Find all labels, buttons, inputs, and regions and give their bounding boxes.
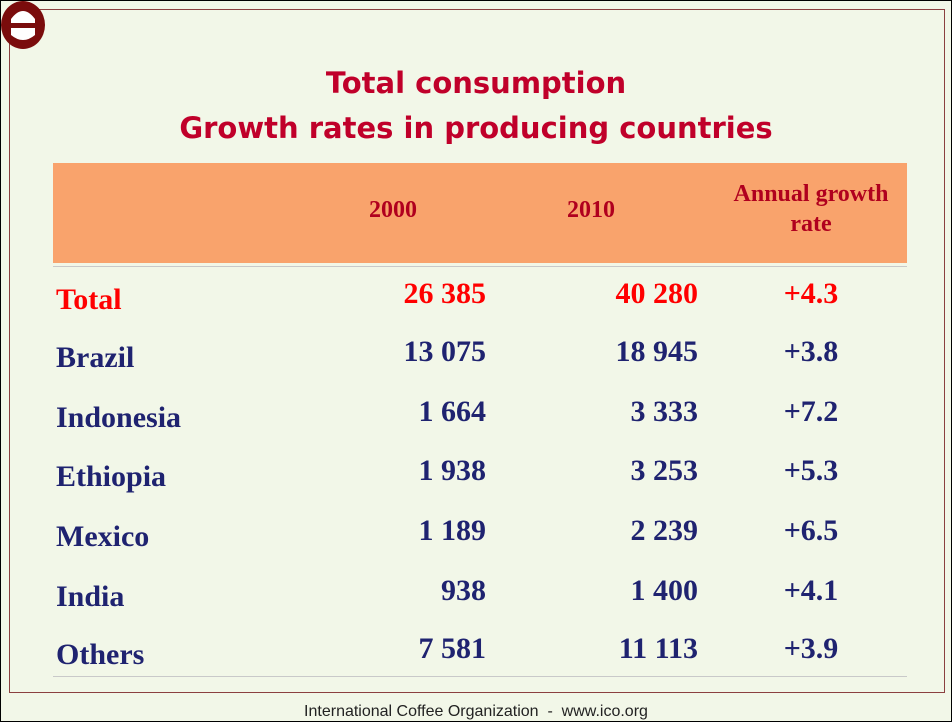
table-cell: +4.3 (783, 277, 839, 310)
table-header: 2000 2010 Annual growth rate (53, 163, 907, 263)
logo-bar (9, 23, 37, 28)
table-cell: +3.9 (783, 632, 839, 665)
table-cell: 11 113 (618, 632, 698, 665)
table-cell: 26 385 (403, 277, 487, 310)
title: Total consumption (325, 66, 627, 100)
row-label: Others (56, 638, 145, 671)
table-cell: +3.8 (783, 335, 839, 368)
row-label: Brazil (56, 341, 135, 374)
header-cell: 2010 (567, 197, 615, 223)
table-cell: 40 280 (615, 277, 699, 310)
table-cell: 18 945 (615, 335, 699, 368)
header-cell: Annual growth rate (733, 181, 889, 237)
subtitle: Growth rates in producing countries (179, 111, 773, 145)
row-label: Total (56, 283, 122, 316)
row-label: Mexico (56, 520, 150, 553)
row-separator (53, 266, 907, 267)
row-label: Ethiopia (56, 460, 167, 493)
table-cell: 7 581 (418, 632, 487, 665)
table-cell: +5.3 (783, 454, 839, 487)
table-cell: 3 253 (630, 454, 699, 487)
table-cell: 1 938 (418, 454, 487, 487)
table-cell: +7.2 (783, 395, 839, 428)
table-cell: +6.5 (783, 514, 839, 547)
row-label: Indonesia (56, 401, 182, 434)
table-cell: 1 189 (418, 514, 487, 547)
footer: International Coffee Organization - www.… (304, 703, 648, 720)
logo (1, 1, 45, 49)
row-label: India (56, 580, 125, 613)
table-cell: 13 075 (403, 335, 487, 368)
frame (9, 9, 945, 693)
table-cell: 3 333 (630, 395, 699, 428)
table-cell: +4.1 (783, 574, 839, 607)
table-cell: 1 400 (630, 574, 699, 607)
row-separator (53, 676, 907, 677)
header-cell: 2000 (369, 197, 417, 223)
table-cell: 1 664 (418, 395, 487, 428)
table-cell: 938 (441, 574, 486, 607)
table-cell: 2 239 (630, 514, 699, 547)
